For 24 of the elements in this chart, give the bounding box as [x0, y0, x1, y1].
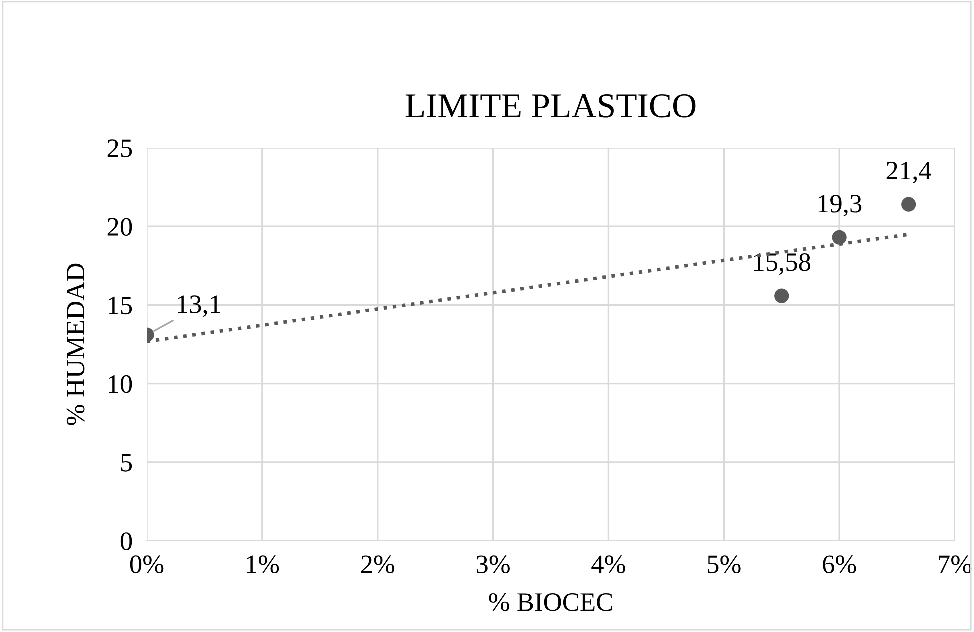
y-tick-label: 20	[108, 218, 132, 236]
point	[774, 288, 790, 304]
y-tick-label: 25	[108, 140, 132, 158]
data-label: 21,4	[886, 162, 932, 184]
y-tick-label: 5	[121, 454, 132, 472]
data-label: 15,58	[754, 253, 811, 276]
x-tick-label: 5%	[708, 556, 741, 574]
y-axis-title: % HUMEDAD	[66, 264, 85, 426]
point	[832, 230, 847, 245]
y-tick-label: 0	[120, 532, 132, 550]
x-tick-label: 1%	[247, 556, 280, 574]
chart-title: LIMITE PLASTICO	[406, 94, 696, 118]
point	[902, 197, 916, 212]
x-tick-label: 4%	[592, 556, 626, 574]
x-tick-label: 7%	[939, 556, 972, 574]
y-tick-label: 10	[109, 375, 132, 394]
x-tick-label: 0%	[130, 556, 164, 574]
x-axis-title: % BIOCEC	[489, 593, 612, 612]
x-tick-label: 6%	[823, 556, 856, 574]
data-label: 13,1	[178, 296, 220, 318]
x-tick-label: 2%	[361, 556, 395, 574]
data-label: 19,3	[818, 195, 862, 217]
x-tick-label: 3%	[476, 556, 510, 574]
y-tick-label: 15	[109, 296, 132, 315]
